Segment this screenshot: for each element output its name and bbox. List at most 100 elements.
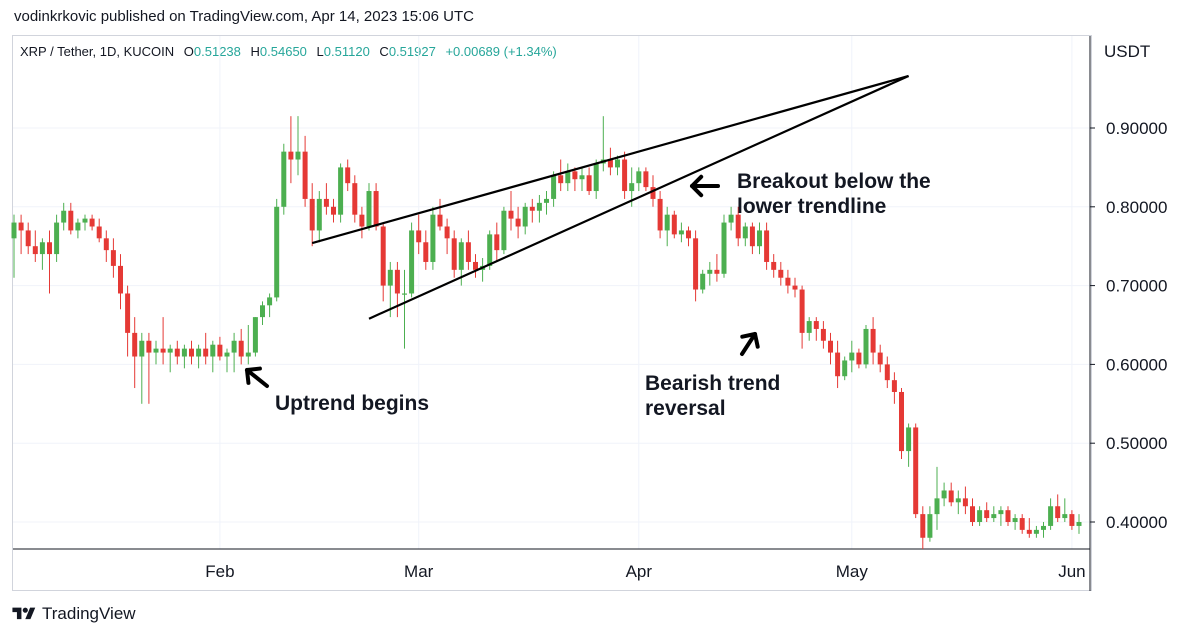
candle-up bbox=[54, 222, 60, 255]
legend-symbol: XRP / Tether, 1D, KUCOIN bbox=[20, 44, 175, 59]
candle-up bbox=[707, 269, 713, 274]
candle-up bbox=[728, 214, 734, 223]
y-tick-label: 0.50000 bbox=[1106, 434, 1167, 453]
candle-down bbox=[671, 214, 677, 235]
candle-up bbox=[544, 198, 549, 203]
candle-down bbox=[508, 210, 514, 219]
candle-down bbox=[345, 167, 351, 184]
candle-down bbox=[323, 198, 329, 207]
candle-down bbox=[125, 293, 131, 333]
annotation-breakout: Breakout below the bbox=[737, 170, 931, 193]
y-tick-label: 0.60000 bbox=[1106, 355, 1167, 374]
x-tick-label: May bbox=[836, 562, 869, 581]
candle-down bbox=[96, 226, 102, 239]
unit-label: USDT bbox=[1104, 42, 1151, 61]
candle-down bbox=[962, 498, 968, 507]
candle-up bbox=[181, 348, 187, 357]
candle-up bbox=[458, 242, 464, 270]
candle-up bbox=[387, 269, 393, 286]
candle-down bbox=[25, 230, 31, 247]
candle-down bbox=[437, 214, 443, 227]
candle-up bbox=[409, 230, 415, 294]
candle-up bbox=[210, 344, 216, 357]
annotation-uptrend: Uptrend begins bbox=[275, 392, 429, 415]
candle-down bbox=[1019, 518, 1025, 530]
candle-down bbox=[948, 490, 954, 503]
legend-high-label: H bbox=[250, 44, 260, 59]
candle-down bbox=[792, 285, 798, 290]
candle-down bbox=[622, 159, 628, 192]
uptrend-arrow bbox=[245, 368, 269, 388]
candle-down bbox=[1055, 506, 1061, 519]
candle-down bbox=[146, 340, 152, 353]
candle-up bbox=[260, 305, 265, 318]
candle-up bbox=[430, 214, 436, 262]
candle-down bbox=[813, 321, 819, 329]
candle-down bbox=[749, 226, 755, 247]
lower-trendline bbox=[368, 74, 910, 320]
candle-up bbox=[1033, 529, 1039, 534]
candle-down bbox=[110, 250, 116, 266]
candle-up bbox=[295, 151, 301, 160]
candle-down bbox=[32, 246, 38, 255]
candle-up bbox=[402, 293, 407, 295]
candle-down bbox=[529, 206, 535, 211]
candle-down bbox=[650, 187, 656, 199]
candle-down bbox=[693, 238, 699, 290]
candle-down bbox=[891, 380, 897, 392]
y-tick-label: 0.80000 bbox=[1106, 198, 1167, 217]
ohlc-legend: XRP / Tether, 1D, KUCOIN O0.51238 H0.546… bbox=[20, 44, 557, 59]
chart-frame bbox=[12, 35, 1092, 591]
candle-up bbox=[281, 151, 287, 207]
candle-up bbox=[593, 163, 599, 192]
candle-up bbox=[196, 348, 202, 357]
candle-down bbox=[416, 230, 422, 243]
candle-down bbox=[451, 238, 457, 270]
candle-up bbox=[934, 498, 940, 515]
candle-down bbox=[238, 340, 244, 357]
candle-down bbox=[394, 269, 400, 294]
candle-down bbox=[586, 175, 592, 192]
candle-down bbox=[118, 265, 123, 294]
legend-open-label: O bbox=[183, 44, 194, 59]
tradingview-footer[interactable]: TradingView bbox=[12, 604, 136, 624]
candle-down bbox=[18, 222, 24, 231]
candle-down bbox=[189, 348, 194, 357]
candle-up bbox=[82, 218, 88, 223]
candle-up bbox=[615, 159, 620, 168]
candle-up bbox=[1012, 518, 1018, 522]
candle-up bbox=[139, 340, 145, 357]
candle-down bbox=[174, 348, 180, 357]
tradingview-brand: TradingView bbox=[42, 604, 136, 623]
x-tick-label: Jun bbox=[1058, 562, 1085, 581]
candle-down bbox=[970, 506, 975, 522]
candle-down bbox=[217, 344, 223, 357]
candle-down bbox=[735, 214, 741, 239]
y-tick-label: 0.40000 bbox=[1106, 513, 1167, 532]
candle-up bbox=[991, 514, 997, 519]
breakout-arrow-head bbox=[690, 174, 704, 198]
candle-up bbox=[1041, 525, 1046, 530]
candle-down bbox=[103, 238, 109, 251]
candle-down bbox=[572, 171, 578, 180]
y-tick-label: 0.70000 bbox=[1106, 277, 1167, 296]
candle-down bbox=[331, 206, 336, 215]
candle-down bbox=[359, 214, 365, 227]
candle-up bbox=[678, 230, 684, 235]
candle-up bbox=[849, 352, 855, 361]
legend-close: 0.51927 bbox=[388, 44, 436, 59]
candle-down bbox=[1069, 514, 1075, 526]
candle-up bbox=[11, 222, 17, 239]
candle-up bbox=[551, 175, 557, 199]
candle-up bbox=[742, 226, 748, 239]
candle-up bbox=[61, 210, 67, 223]
candle-up bbox=[927, 514, 933, 538]
candle-down bbox=[643, 171, 649, 188]
annotation-breakout: lower trendline bbox=[737, 195, 886, 218]
x-tick-label: Feb bbox=[205, 562, 234, 581]
candle-down bbox=[1026, 529, 1032, 534]
candle-up bbox=[757, 230, 762, 247]
candle-down bbox=[899, 391, 904, 452]
candle-up bbox=[536, 202, 542, 211]
